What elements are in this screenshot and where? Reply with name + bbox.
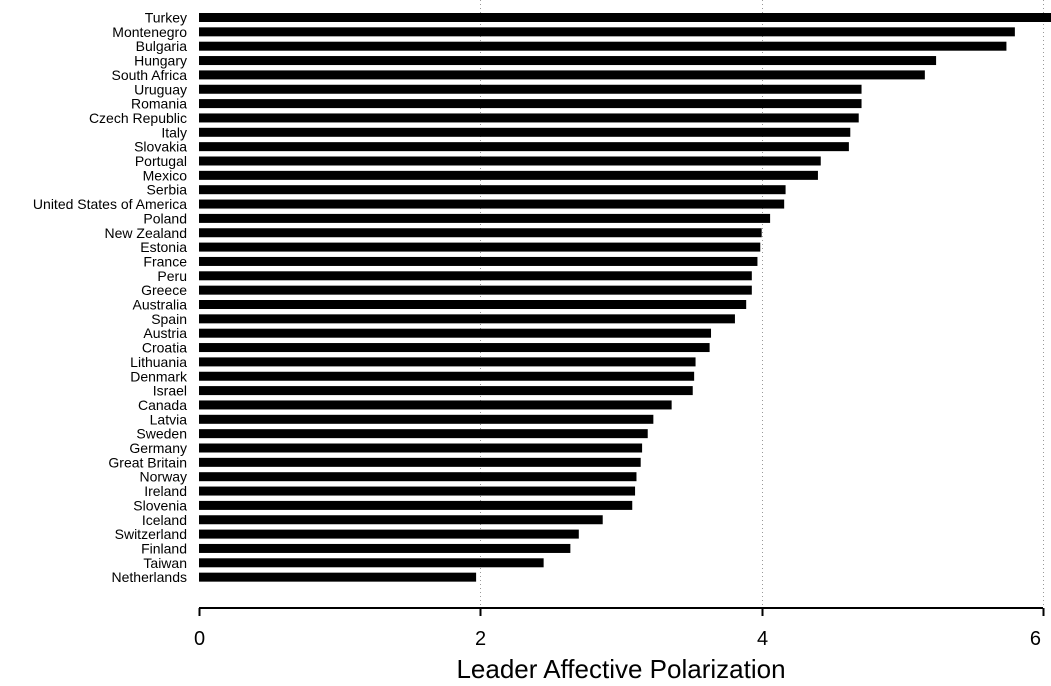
bar [199,213,771,223]
bar [199,156,821,166]
category-label: Serbia [147,182,188,198]
category-label: Czech Republic [89,110,187,126]
bar [199,529,579,539]
bar [199,99,862,109]
category-label: Italy [161,124,187,140]
category-label: Austria [143,325,187,341]
x-tick-label: 2 [475,628,486,650]
bar [199,127,851,137]
category-label: United States of America [33,196,187,212]
bar [199,558,544,568]
x-tick-label: 4 [757,628,768,650]
bar [199,457,641,467]
bar [199,300,747,309]
bar [199,228,762,238]
category-label: Latvia [150,411,188,427]
category-label: Hungary [134,53,187,69]
category-label: Turkey [145,10,187,26]
category-label: Canada [138,397,187,413]
bar [199,142,849,152]
category-label: Greece [141,282,187,298]
category-label: Poland [143,210,187,226]
bar [199,84,862,94]
bar [199,572,477,582]
bar [199,371,695,381]
category-label: Slovenia [133,497,187,513]
category-label: Uruguay [134,81,187,97]
bar [199,414,654,424]
bar [199,70,925,80]
category-label: South Africa [112,67,188,83]
category-label: Croatia [142,340,187,356]
category-label: Lithuania [130,354,187,370]
bar [199,271,752,281]
x-tick-label: 6 [1030,628,1041,650]
bars [199,13,1051,582]
category-label: Switzerland [115,526,187,542]
bar [199,170,818,180]
bar [199,386,693,396]
bar [199,357,696,367]
category-label: Germany [129,440,187,456]
category-label: Estonia [140,239,187,255]
bar [199,472,637,482]
bar [199,543,571,553]
bar [199,185,786,195]
bar [199,443,643,453]
bar [199,256,758,266]
category-label: Portugal [135,153,187,169]
category-label: Australia [133,297,188,313]
bar [199,343,710,353]
category-label: Bulgaria [136,38,188,54]
category-label: Ireland [144,483,187,499]
category-label: Peru [157,268,187,284]
category-label: Denmark [130,368,188,384]
bar [199,314,735,324]
bar [199,27,1015,37]
category-label: Norway [140,469,187,485]
x-tick-label: 0 [194,628,205,650]
bar [199,113,859,123]
bar [199,242,761,252]
bar [199,500,633,510]
category-label: Montenegro [112,24,187,40]
category-label: France [143,253,187,269]
x-axis-title: Leader Affective Polarization [456,654,785,684]
bar [199,199,785,209]
bar [199,400,672,410]
bar [199,56,937,66]
category-label: Mexico [143,167,188,183]
category-label: New Zealand [105,225,188,241]
bar [199,515,603,525]
x-axis: 0 2 4 6 [194,607,1045,650]
bar [199,285,752,295]
category-label: Spain [151,311,187,327]
bar [199,13,1051,22]
category-label: Romania [131,96,187,112]
bar [199,328,712,338]
category-label: Israel [153,383,187,399]
category-label: Slovakia [134,139,187,155]
category-label: Taiwan [143,555,187,571]
category-label: Iceland [142,512,187,528]
category-label: Netherlands [112,569,188,585]
category-label: Great Britain [108,454,187,470]
bar [199,486,636,496]
category-label: Sweden [136,426,187,442]
category-label: Finland [141,540,187,556]
bar [199,41,1007,51]
bar [199,429,648,439]
